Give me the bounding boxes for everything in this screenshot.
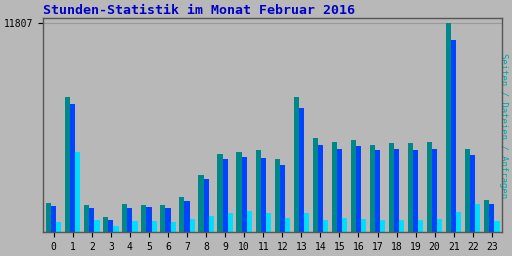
Bar (446, 23, 451, 232)
Bar (198, 175, 204, 232)
Bar (223, 159, 228, 232)
Bar (170, 222, 176, 232)
Bar (141, 205, 146, 232)
Bar (133, 221, 138, 232)
Bar (165, 208, 170, 232)
Bar (451, 40, 456, 232)
Y-axis label: Seiten / Dateien / Anfragen: Seiten / Dateien / Anfragen (499, 53, 508, 198)
Bar (274, 159, 280, 232)
Bar (84, 206, 89, 232)
Bar (285, 218, 290, 232)
Bar (189, 219, 195, 232)
Bar (209, 216, 214, 232)
Bar (495, 221, 500, 232)
Bar (152, 221, 157, 232)
Bar (484, 200, 489, 232)
Bar (218, 154, 223, 232)
Bar (380, 220, 385, 232)
Bar (70, 104, 75, 232)
Bar (247, 211, 252, 232)
Bar (470, 155, 475, 232)
Bar (399, 220, 404, 232)
Bar (356, 146, 361, 232)
Bar (184, 201, 189, 232)
Bar (304, 214, 309, 232)
Bar (75, 152, 80, 232)
Bar (432, 149, 437, 232)
Bar (456, 212, 461, 232)
Bar (389, 143, 394, 232)
Bar (280, 165, 285, 232)
Bar (418, 220, 423, 232)
Bar (242, 157, 247, 232)
Bar (103, 217, 109, 232)
Bar (342, 218, 347, 232)
Bar (437, 219, 442, 232)
Bar (413, 151, 418, 232)
Bar (228, 212, 233, 232)
Bar (465, 149, 470, 232)
Bar (122, 204, 127, 232)
Bar (255, 151, 261, 232)
Bar (261, 157, 266, 232)
Bar (375, 151, 380, 232)
Bar (266, 214, 271, 232)
Text: Stunden-Statistik im Monat Februar 2016: Stunden-Statistik im Monat Februar 2016 (43, 4, 355, 17)
Bar (114, 226, 119, 232)
Bar (56, 222, 61, 232)
Bar (160, 205, 165, 232)
Bar (489, 204, 495, 232)
Bar (65, 97, 70, 232)
Bar (51, 206, 56, 232)
Bar (323, 220, 328, 232)
Bar (332, 142, 337, 232)
Bar (89, 208, 94, 232)
Bar (299, 108, 304, 232)
Bar (46, 203, 51, 232)
Bar (361, 219, 366, 232)
Bar (94, 220, 99, 232)
Bar (394, 149, 399, 232)
Bar (427, 142, 432, 232)
Bar (475, 204, 480, 232)
Bar (237, 152, 242, 232)
Bar (109, 220, 114, 232)
Bar (179, 197, 184, 232)
Bar (313, 138, 318, 232)
Bar (370, 145, 375, 232)
Bar (127, 208, 133, 232)
Bar (351, 140, 356, 232)
Bar (293, 97, 299, 232)
Bar (204, 179, 209, 232)
Bar (146, 207, 152, 232)
Bar (337, 149, 342, 232)
Bar (408, 143, 413, 232)
Bar (318, 145, 323, 232)
